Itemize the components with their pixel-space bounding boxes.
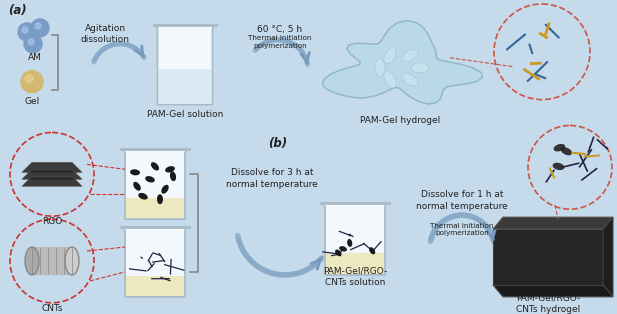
Circle shape [35,23,41,29]
Ellipse shape [384,47,396,64]
Text: Dissolve for 1 h at
normal temperature: Dissolve for 1 h at normal temperature [416,190,508,211]
Ellipse shape [553,163,565,170]
Ellipse shape [335,250,342,256]
Polygon shape [493,229,603,285]
Ellipse shape [339,246,347,252]
Ellipse shape [151,162,159,171]
Ellipse shape [133,182,141,191]
Ellipse shape [402,49,418,62]
Ellipse shape [145,176,155,182]
Text: CNTs: CNTs [41,304,63,313]
Text: (b): (b) [268,138,287,150]
Polygon shape [603,217,613,297]
Ellipse shape [165,166,175,172]
Ellipse shape [25,247,39,275]
Polygon shape [322,21,482,104]
Polygon shape [126,276,184,296]
Text: PAM-Gel/RGO-
CNTs solution: PAM-Gel/RGO- CNTs solution [323,267,387,287]
Circle shape [31,19,49,37]
Polygon shape [156,25,214,105]
Ellipse shape [161,185,168,194]
Ellipse shape [384,72,396,88]
Circle shape [18,23,36,41]
Ellipse shape [411,63,429,73]
Polygon shape [22,169,82,179]
Text: Thermal initiation
polymerization: Thermal initiation polymerization [430,223,494,236]
Ellipse shape [347,239,352,247]
Text: PAM-Gel hydrogel: PAM-Gel hydrogel [360,116,440,125]
Text: Agitation
dissolution: Agitation dissolution [80,24,130,44]
Text: Dissolve for 3 h at
normal temperature: Dissolve for 3 h at normal temperature [226,169,318,189]
Ellipse shape [138,193,147,200]
Ellipse shape [170,171,176,181]
Ellipse shape [402,73,418,86]
Polygon shape [123,227,186,297]
Ellipse shape [130,169,140,175]
Polygon shape [32,247,72,275]
Ellipse shape [65,247,79,275]
Ellipse shape [553,144,565,151]
Text: AM: AM [28,53,42,62]
Circle shape [22,27,28,33]
Polygon shape [493,217,613,229]
Polygon shape [22,176,82,186]
Polygon shape [159,69,212,104]
Circle shape [25,75,33,83]
Text: (a): (a) [8,4,27,17]
Text: 60 °C, 5 h: 60 °C, 5 h [257,25,302,34]
Circle shape [28,39,34,45]
Polygon shape [323,203,386,275]
Circle shape [21,71,43,93]
Ellipse shape [561,147,572,155]
Polygon shape [22,162,82,172]
Circle shape [24,35,42,53]
Polygon shape [493,285,613,297]
Ellipse shape [369,247,375,254]
Polygon shape [126,198,184,218]
Text: Thermal initiation
polymerization: Thermal initiation polymerization [248,35,312,49]
Text: Gel: Gel [25,97,39,106]
Text: PAM-Gel/RGO-
CNTs hydrogel: PAM-Gel/RGO- CNTs hydrogel [516,294,580,314]
Polygon shape [123,149,186,219]
Text: RGO: RGO [42,217,62,226]
Text: PAM-Gel solution: PAM-Gel solution [147,110,223,119]
Ellipse shape [375,59,385,77]
Polygon shape [326,253,384,274]
Ellipse shape [157,194,163,204]
